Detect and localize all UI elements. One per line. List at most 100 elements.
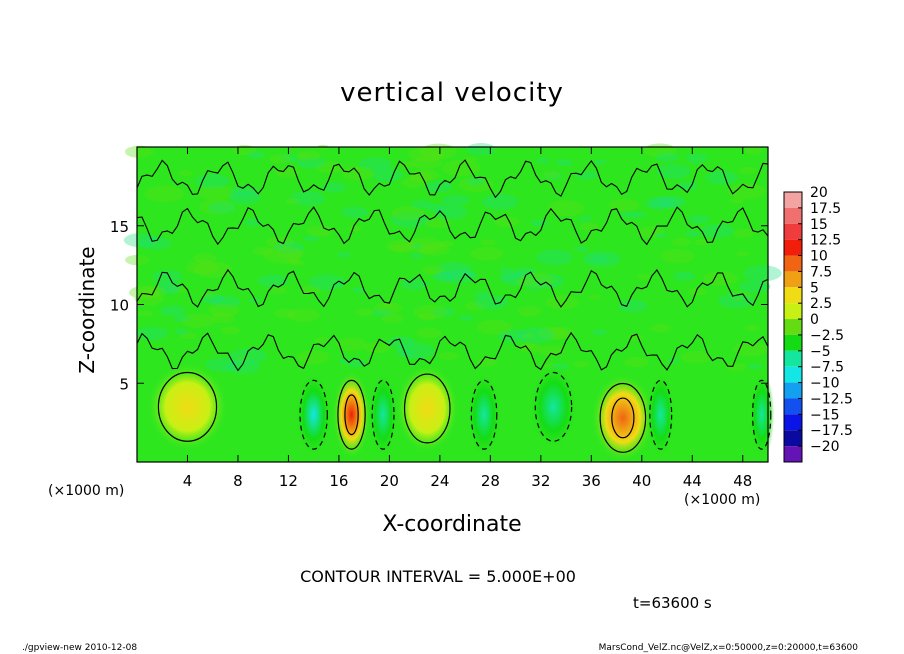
x-tick-label: 12	[279, 472, 298, 490]
field-patch	[371, 167, 404, 182]
field-patch	[667, 358, 680, 364]
colorbar-swatch	[784, 255, 802, 272]
footer-right-label: MarsCond_VelZ.nc@VelZ,x=0:50000,z=0:2000…	[598, 643, 858, 653]
field-patch	[193, 253, 217, 263]
x-axis-label: X-coordinate	[382, 512, 522, 537]
field-patch	[463, 156, 478, 163]
field-patch	[673, 271, 696, 281]
field-patch	[401, 349, 416, 356]
y-tick-label: 5	[119, 375, 129, 393]
colorbar-swatch	[784, 382, 802, 399]
field-patch	[125, 145, 154, 158]
contour-line	[752, 379, 772, 450]
field-patch	[544, 171, 563, 180]
field-patch	[178, 170, 193, 177]
field-patch	[390, 244, 410, 252]
field-patch	[433, 271, 458, 283]
downdraft-cell	[294, 370, 333, 459]
field-patch	[655, 232, 668, 238]
field-patch	[228, 190, 262, 205]
field-patch	[157, 280, 182, 292]
field-patch	[701, 223, 735, 239]
field-patch	[658, 196, 686, 208]
field-patch	[401, 177, 426, 188]
colorbar-label: −15	[810, 407, 840, 423]
field-patch	[208, 304, 240, 318]
field-patch	[413, 304, 447, 320]
field-patch	[432, 273, 445, 279]
colorbar-frame	[783, 191, 803, 463]
colorbar-swatch	[784, 398, 802, 415]
field-patch	[465, 301, 487, 311]
field-patch	[519, 272, 555, 288]
field-patch	[656, 164, 691, 179]
field-patch	[499, 267, 514, 274]
downdraft-cell	[367, 370, 399, 459]
field-patch	[395, 342, 435, 360]
downdraft-cell	[645, 370, 676, 459]
updraft-cell	[591, 373, 655, 462]
y-tick-label: 15	[110, 218, 129, 236]
field-patch	[494, 216, 520, 228]
field-patch	[582, 250, 621, 268]
field-patch	[739, 279, 771, 294]
field-patch	[387, 336, 416, 349]
field-patch	[386, 239, 417, 253]
field-patch	[705, 170, 738, 185]
contour-line	[403, 373, 451, 444]
field-patch	[547, 326, 575, 339]
colorbar-label: 2.5	[810, 296, 832, 312]
colorbar-label: 15	[810, 217, 828, 233]
field-patch	[274, 308, 296, 318]
contour-line	[534, 371, 573, 442]
field-patch	[374, 301, 403, 314]
x-tick-label: 8	[233, 472, 243, 490]
field-patch	[417, 313, 436, 321]
x-tick-label: 16	[329, 472, 348, 490]
field-patch	[409, 171, 433, 183]
field-patch	[427, 203, 447, 212]
field-patch	[671, 237, 691, 247]
field-patch	[574, 361, 589, 368]
z-axis-unit-label: (×1000 m)	[48, 483, 125, 499]
field-patch	[347, 359, 366, 368]
contour-line	[136, 268, 769, 308]
time-label: t=63600 s	[633, 594, 712, 612]
field-patch	[648, 196, 680, 210]
field-patch	[308, 274, 346, 291]
field-patch	[474, 291, 490, 298]
colorbar-label: 0	[810, 312, 819, 328]
field-patch	[207, 201, 236, 214]
field-patch	[263, 246, 303, 264]
field-patch	[322, 182, 347, 193]
field-patch	[476, 357, 498, 367]
field-patch	[287, 308, 320, 323]
field-patch	[441, 194, 470, 207]
field-patch	[624, 356, 649, 368]
zero-contours	[136, 159, 769, 372]
field-patch	[160, 305, 186, 317]
field-patch	[296, 150, 321, 161]
field-patch	[617, 299, 648, 313]
field-patch	[410, 243, 423, 249]
field-patch	[593, 159, 607, 165]
field-patch	[303, 235, 319, 242]
field-patch	[371, 308, 392, 317]
colorbar-label: 17.5	[810, 201, 841, 217]
field-patch	[466, 143, 496, 156]
field-patch	[412, 156, 442, 170]
field-patch	[364, 342, 390, 354]
field-patch	[441, 269, 476, 284]
field-patch	[481, 193, 519, 210]
field-patch	[747, 363, 762, 370]
colorbar-swatch	[784, 239, 802, 256]
field-patch	[736, 251, 749, 257]
field-patch	[297, 350, 330, 365]
field-patch	[158, 285, 180, 295]
field-patch	[246, 151, 265, 159]
field-patch	[636, 273, 651, 280]
field-patch	[265, 236, 295, 249]
downdraft-cell	[466, 370, 502, 459]
field-patch	[352, 287, 366, 294]
field-patch	[416, 327, 442, 339]
